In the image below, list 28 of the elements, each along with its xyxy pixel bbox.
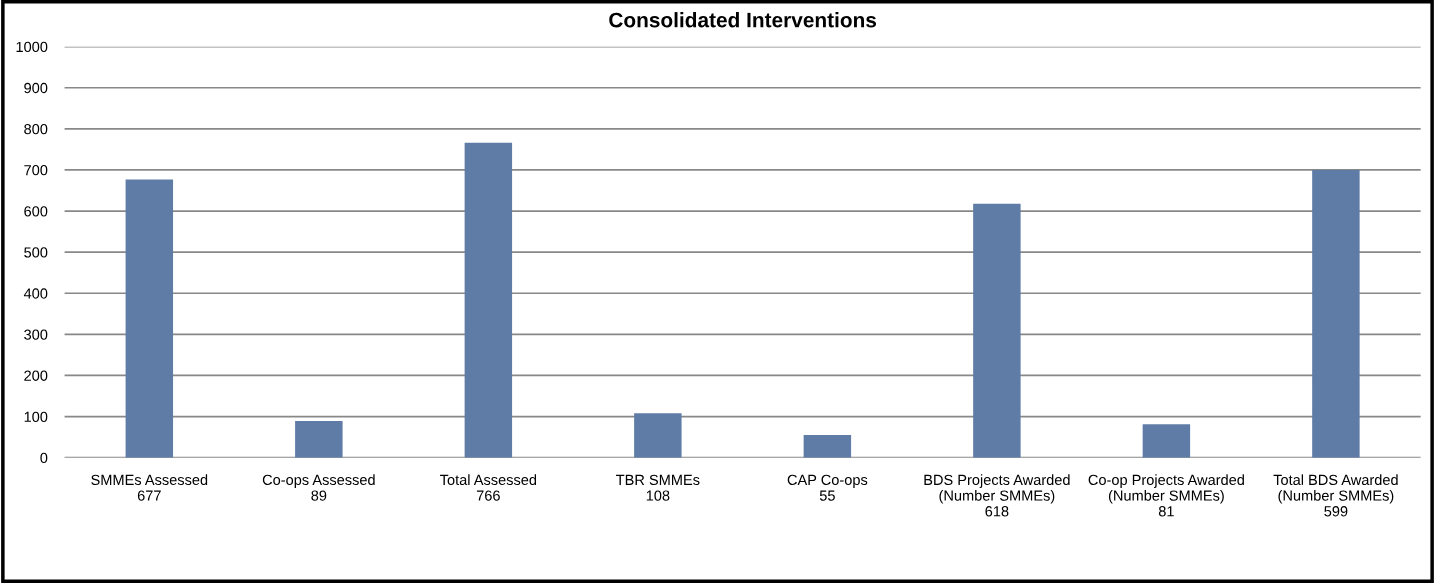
y-tick-label: 100: [24, 411, 48, 422]
y-tick-label: 0: [40, 452, 48, 464]
y-tick-label: 800: [24, 123, 48, 135]
x-tick-label: CAP Co-ops 55: [787, 474, 868, 501]
bar: [1312, 169, 1360, 458]
x-tick-label: BDS Projects Awarded (Number SMMEs) 618: [924, 474, 1070, 517]
bar: [464, 142, 513, 458]
x-tick-label: Co-op Projects Awarded (Number SMMEs) 81: [1088, 474, 1244, 517]
x-tick-label: Total Assessed 766: [440, 474, 537, 501]
bar: [634, 413, 682, 458]
x-tick-label: Co-ops Assessed 89: [262, 474, 375, 501]
bar: [1142, 424, 1191, 458]
bar: [125, 179, 174, 458]
x-tick-label: SMMEs Assessed 677: [91, 474, 208, 501]
y-tick-label: 700: [24, 165, 48, 176]
bar: [973, 203, 1021, 458]
y-tick-label: 200: [24, 370, 48, 381]
y-tick-label: 400: [23, 288, 48, 299]
y-tick-label: 600: [24, 206, 48, 217]
x-tick-label: TBR SMMEs 108: [616, 474, 700, 501]
y-tick-label: 300: [24, 329, 48, 340]
x-tick-label: Total BDS Awarded (Number SMMEs) 599: [1273, 474, 1398, 517]
y-tick-label: 500: [24, 247, 48, 258]
chart-title: Consolidated Interventions: [609, 12, 877, 28]
bar: [803, 435, 852, 458]
bar: [295, 421, 343, 458]
y-tick-label: 900: [24, 82, 48, 94]
y-tick-label: 1000: [16, 41, 48, 53]
